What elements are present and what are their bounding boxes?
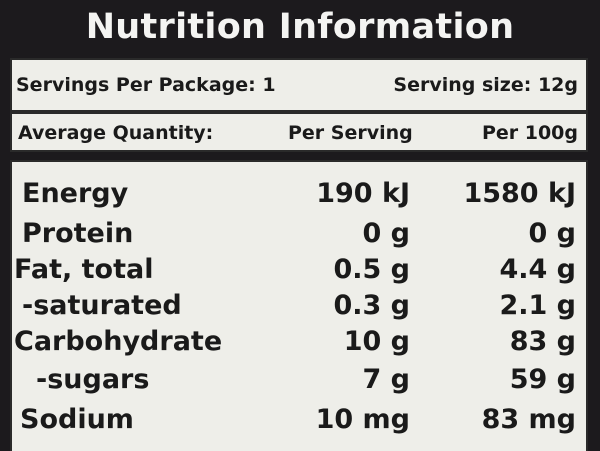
servings-per-package: Servings Per Package: 1 [16, 74, 276, 96]
table-row: Carbohydrate 10 g 83 g [12, 324, 586, 362]
table-row: Sodium 10 mg 83 mg [12, 402, 586, 440]
per-serving-value: 0 g [362, 218, 410, 249]
nutrient-name: -sugars [36, 364, 150, 395]
per-100g-value: 2.1 g [499, 290, 576, 321]
nutrient-name: Carbohydrate [14, 326, 223, 357]
per-serving-value: 0.3 g [333, 290, 410, 321]
per-100g-value: 1580 kJ [463, 178, 576, 209]
per-serving-value: 0.5 g [333, 254, 410, 285]
per-serving-header: Per Serving [288, 122, 413, 144]
per-serving-value: 190 kJ [316, 178, 410, 209]
per-100g-value: 59 g [509, 364, 576, 395]
per-serving-value: 10 mg [315, 404, 410, 435]
serving-size: Serving size: 12g [393, 74, 578, 96]
average-quantity-label: Average Quantity: [18, 122, 214, 144]
per-100g-value: 0 g [528, 218, 576, 249]
panel-title: Nutrition Information [85, 7, 515, 47]
nutrient-name: Protein [22, 218, 134, 249]
servings-box: Servings Per Package: 1 Serving size: 12… [10, 58, 588, 112]
per-100g-value: 83 g [509, 326, 576, 357]
per-serving-value: 10 g [343, 326, 410, 357]
table-row: Protein 0 g 0 g [12, 216, 586, 254]
per-100g-value: 4.4 g [499, 254, 576, 285]
nutrient-name: Energy [22, 178, 129, 209]
nutrient-table: Energy 190 kJ 1580 kJ Protein 0 g 0 g Fa… [10, 160, 588, 451]
table-row: -saturated 0.3 g 2.1 g [12, 288, 586, 326]
nutrient-name: -saturated [22, 290, 182, 321]
per-100g-value: 83 mg [481, 404, 576, 435]
nutrient-name: Sodium [20, 404, 134, 435]
table-row: Fat, total 0.5 g 4.4 g [12, 252, 586, 290]
table-row: Energy 190 kJ 1580 kJ [12, 176, 586, 214]
table-row: -sugars 7 g 59 g [12, 362, 586, 400]
column-header-box: Average Quantity: Per Serving Per 100g [10, 112, 588, 152]
per-serving-value: 7 g [362, 364, 410, 395]
per-100g-header: Per 100g [481, 122, 578, 144]
nutrient-name: Fat, total [14, 254, 154, 285]
divider-strip [10, 152, 588, 160]
